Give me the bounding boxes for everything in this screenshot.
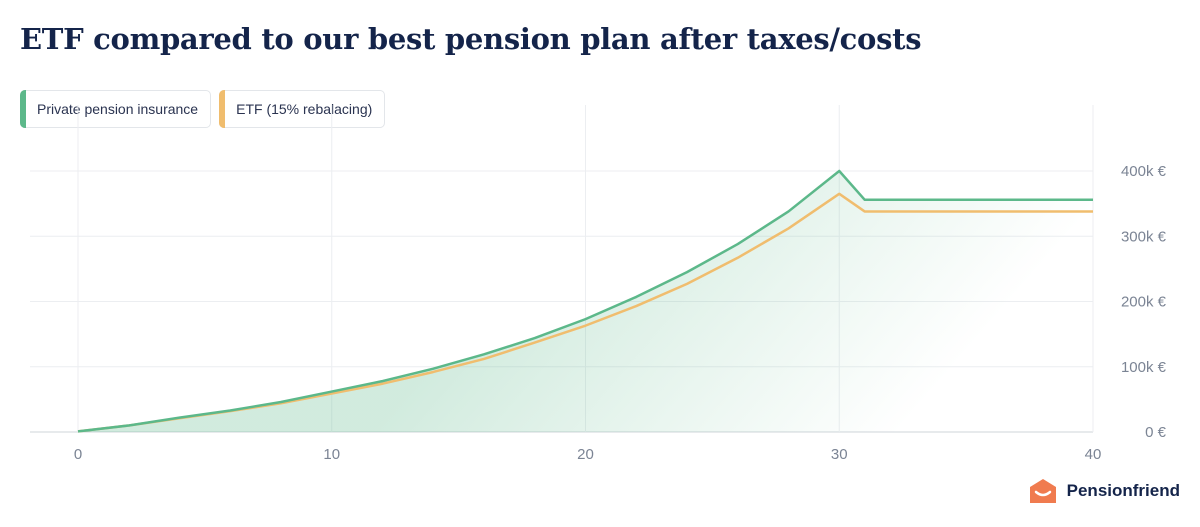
y-tick-label: 0 € <box>1145 424 1167 441</box>
lines-layer <box>77 169 1093 433</box>
series-line-0 <box>77 169 1093 433</box>
x-tick-label: 10 <box>323 446 340 463</box>
x-tick-label: 30 <box>831 446 848 463</box>
legend: Private pension insurance ETF (15% rebal… <box>20 90 386 128</box>
legend-label-etf: ETF (15% rebalacing) <box>236 101 373 117</box>
chart-title: ETF compared to our best pension plan af… <box>20 22 922 56</box>
house-logo-icon <box>1029 479 1056 503</box>
legend-item-etf[interactable]: ETF (15% rebalacing) <box>219 90 386 128</box>
legend-label-private-pension: Private pension insurance <box>37 101 199 117</box>
axis-labels: 0 € 100k € 200k € 300k € 400k € 0 10 20 30 40 <box>74 163 1167 463</box>
y-tick-label: 300k € <box>1121 228 1167 245</box>
chart-plot: 0 € 100k € 200k € 300k € 400k € 0 10 20 30 40 <box>30 105 1167 463</box>
x-tick-label: 0 <box>74 446 82 463</box>
y-tick-label: 100k € <box>1121 359 1167 376</box>
y-tick-label: 200k € <box>1121 294 1167 311</box>
series-area-0 <box>78 171 1093 432</box>
legend-item-private-pension[interactable]: Private pension insurance <box>20 90 212 128</box>
legend-swatch-private-pension <box>20 90 26 128</box>
y-tick-label: 400k € <box>1121 163 1167 180</box>
x-tick-label: 20 <box>577 446 594 463</box>
brand-name: Pensionfriend <box>1066 481 1180 500</box>
area-layer <box>78 171 1093 432</box>
x-tick-label: 40 <box>1085 446 1102 463</box>
legend-swatch-etf <box>219 90 226 128</box>
brand: Pensionfriend <box>1029 478 1180 504</box>
